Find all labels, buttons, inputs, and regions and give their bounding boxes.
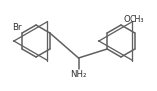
Text: Br: Br — [12, 23, 21, 32]
Text: NH₂: NH₂ — [70, 70, 87, 79]
Text: CH₃: CH₃ — [130, 15, 144, 24]
Text: O: O — [124, 15, 131, 24]
